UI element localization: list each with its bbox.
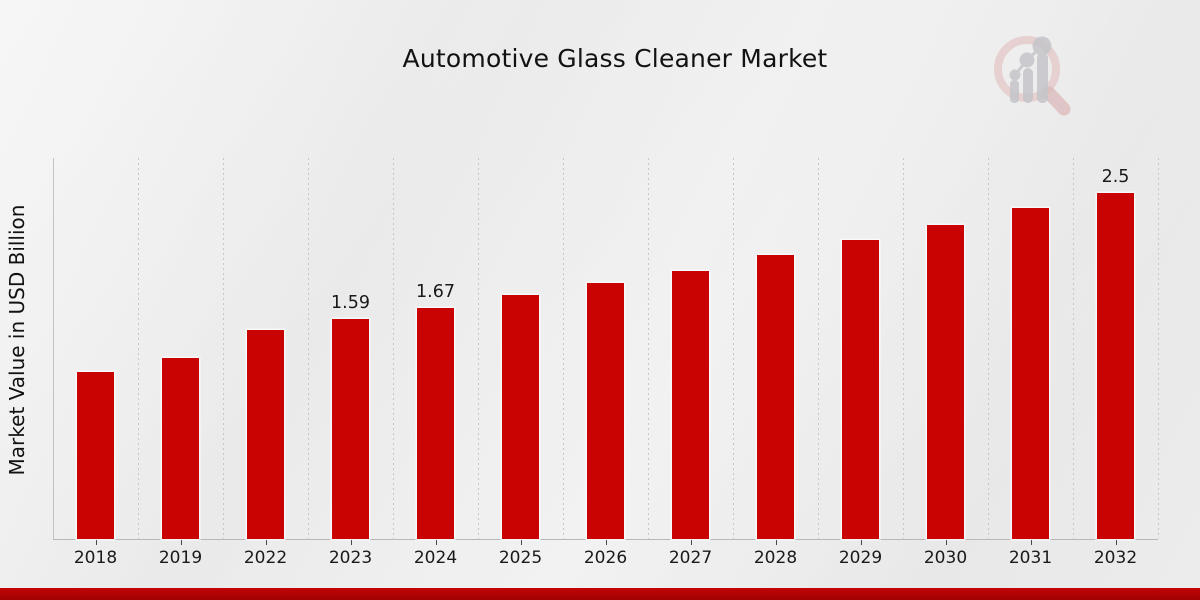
- market-research-future-logo: [994, 36, 1071, 116]
- x-axis-tick: [945, 540, 947, 545]
- x-axis-tick: [95, 540, 97, 545]
- bar-2029: [842, 240, 879, 539]
- x-axis-tick: [350, 540, 352, 545]
- x-tick-label-2030: 2030: [923, 548, 968, 568]
- x-tick-label-2024: 2024: [413, 548, 458, 568]
- x-axis-tick: [860, 540, 862, 545]
- gridline: [903, 158, 904, 539]
- x-tick-label-2023: 2023: [328, 548, 373, 568]
- x-axis-tick: [435, 540, 437, 545]
- bar-2027: [672, 271, 709, 539]
- x-tick-label-2018: 2018: [73, 548, 118, 568]
- gridline: [563, 158, 564, 539]
- gridline: [648, 158, 649, 539]
- x-tick-label-2025: 2025: [498, 548, 543, 568]
- x-axis-tick: [605, 540, 607, 545]
- x-axis-tick: [265, 540, 267, 545]
- gridline: [393, 158, 394, 539]
- x-axis-tick: [520, 540, 522, 545]
- x-tick-label-2022: 2022: [243, 548, 288, 568]
- gridline: [733, 158, 734, 539]
- bar-2031: [1012, 208, 1049, 539]
- bar-value-label-2024: 1.67: [416, 282, 455, 302]
- bar-2032: [1097, 193, 1134, 539]
- bar-2018: [77, 372, 114, 539]
- gridline: [223, 158, 224, 539]
- gridline: [308, 158, 309, 539]
- bar-2019: [162, 358, 199, 539]
- x-tick-label-2027: 2027: [668, 548, 713, 568]
- logo-bar-chart-icon: [1009, 36, 1052, 103]
- bar-value-label-2023: 1.59: [331, 293, 370, 313]
- bar-2026: [587, 283, 624, 539]
- bar-value-label-2032: 2.5: [1101, 167, 1130, 187]
- x-axis-tick: [180, 540, 182, 545]
- x-tick-label-2028: 2028: [753, 548, 798, 568]
- gridline: [138, 158, 139, 539]
- bar-2028: [757, 255, 794, 539]
- bar-2024: [417, 308, 454, 539]
- gridline: [1073, 158, 1074, 539]
- gridline: [818, 158, 819, 539]
- x-tick-label-2019: 2019: [158, 548, 203, 568]
- gridline: [988, 158, 989, 539]
- footer-accent-bar: [0, 588, 1200, 600]
- x-axis-line: [53, 539, 1158, 540]
- chart-title: Automotive Glass Cleaner Market: [402, 44, 828, 73]
- x-axis-tick: [1115, 540, 1117, 545]
- bar-2022: [247, 330, 284, 539]
- x-tick-label-2032: 2032: [1093, 548, 1138, 568]
- bar-2023: [332, 319, 369, 539]
- bar-2025: [502, 295, 539, 539]
- y-axis-spine: [53, 158, 54, 539]
- x-axis-tick: [775, 540, 777, 545]
- x-tick-label-2029: 2029: [838, 548, 883, 568]
- x-axis-tick: [690, 540, 692, 545]
- x-axis-tick: [1030, 540, 1032, 545]
- bar-2030: [927, 225, 964, 539]
- x-tick-label-2026: 2026: [583, 548, 628, 568]
- gridline: [1158, 158, 1159, 539]
- x-tick-label-2031: 2031: [1008, 548, 1053, 568]
- gridline: [478, 158, 479, 539]
